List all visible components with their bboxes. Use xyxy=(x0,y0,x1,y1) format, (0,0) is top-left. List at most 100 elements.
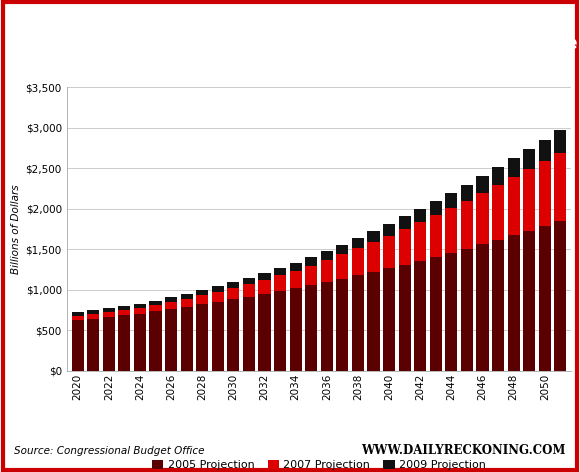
Bar xyxy=(476,193,488,244)
Bar xyxy=(243,284,255,297)
Bar xyxy=(508,236,520,371)
Bar xyxy=(274,268,286,276)
Bar xyxy=(196,304,208,371)
Bar xyxy=(383,236,395,268)
Bar xyxy=(492,185,504,240)
Bar xyxy=(212,302,224,371)
Bar xyxy=(150,305,162,312)
Bar xyxy=(305,285,317,371)
Bar xyxy=(274,276,286,291)
Bar xyxy=(118,310,130,315)
Bar xyxy=(523,230,535,371)
Bar xyxy=(523,149,535,169)
Bar xyxy=(180,299,193,307)
Bar xyxy=(508,158,520,177)
Bar xyxy=(554,130,567,153)
Bar xyxy=(352,238,364,248)
Bar xyxy=(289,263,302,271)
Bar xyxy=(243,278,255,284)
Bar xyxy=(103,312,115,317)
Bar xyxy=(336,244,349,254)
Bar xyxy=(476,244,488,371)
Bar xyxy=(289,288,302,371)
Bar xyxy=(445,253,458,371)
Bar xyxy=(227,299,240,371)
Bar xyxy=(134,308,146,314)
Bar xyxy=(352,276,364,371)
Bar xyxy=(134,303,146,308)
Bar xyxy=(414,209,426,222)
Bar xyxy=(461,201,473,249)
Bar xyxy=(71,320,84,371)
Bar xyxy=(227,288,240,299)
Bar xyxy=(383,268,395,371)
Bar xyxy=(398,216,411,229)
Bar xyxy=(476,176,488,193)
Bar xyxy=(321,282,333,371)
Bar xyxy=(430,257,442,371)
Bar xyxy=(430,215,442,257)
Bar xyxy=(414,261,426,371)
Bar xyxy=(368,242,379,272)
Bar xyxy=(305,266,317,285)
Bar xyxy=(430,201,442,215)
Bar xyxy=(165,297,177,302)
Bar xyxy=(461,249,473,371)
Bar xyxy=(445,209,458,253)
Bar xyxy=(398,264,411,371)
Bar xyxy=(336,254,349,278)
Bar xyxy=(274,291,286,371)
Y-axis label: Billions of Dollars: Billions of Dollars xyxy=(12,184,21,274)
Bar xyxy=(134,314,146,371)
Bar xyxy=(368,272,379,371)
Bar xyxy=(368,231,379,242)
Bar xyxy=(352,248,364,276)
Bar xyxy=(118,315,130,371)
Bar xyxy=(103,308,115,312)
Text: Source: Congressional Budget Office: Source: Congressional Budget Office xyxy=(14,446,205,456)
Bar xyxy=(508,177,520,236)
Bar xyxy=(259,294,270,371)
Bar xyxy=(71,316,84,320)
Text: Projected Medicare Spending Increases Over Time: Projected Medicare Spending Increases Ov… xyxy=(23,34,578,53)
Bar xyxy=(212,292,224,302)
Bar xyxy=(71,312,84,316)
Bar xyxy=(180,307,193,371)
Bar xyxy=(103,317,115,371)
Bar xyxy=(227,282,240,288)
Bar xyxy=(150,312,162,371)
Bar xyxy=(165,302,177,309)
Bar xyxy=(118,306,130,310)
Legend: 2005 Projection, 2007 Projection, 2009 Projection: 2005 Projection, 2007 Projection, 2009 P… xyxy=(148,455,490,472)
Bar xyxy=(523,169,535,230)
Bar xyxy=(554,153,567,221)
Bar xyxy=(398,229,411,264)
Bar xyxy=(305,257,317,266)
Bar xyxy=(321,260,333,282)
Bar xyxy=(87,314,99,319)
Bar xyxy=(492,240,504,371)
Bar xyxy=(539,226,551,371)
Bar xyxy=(445,193,458,209)
Bar xyxy=(180,294,193,299)
Bar xyxy=(196,295,208,304)
Bar xyxy=(243,297,255,371)
Bar xyxy=(259,280,270,294)
Bar xyxy=(461,185,473,201)
Bar xyxy=(554,221,567,371)
Bar xyxy=(289,271,302,288)
Bar xyxy=(150,301,162,305)
Bar xyxy=(336,278,349,371)
Bar xyxy=(196,290,208,295)
Bar xyxy=(165,309,177,371)
Bar xyxy=(259,273,270,280)
Bar xyxy=(212,286,224,292)
Bar xyxy=(414,222,426,261)
Bar xyxy=(321,251,333,260)
Bar xyxy=(492,167,504,185)
Text: WWW.DAILYRECKONING.COM: WWW.DAILYRECKONING.COM xyxy=(361,444,566,457)
Bar xyxy=(87,310,99,314)
Bar xyxy=(539,161,551,226)
Bar xyxy=(539,140,551,161)
Bar xyxy=(383,224,395,236)
